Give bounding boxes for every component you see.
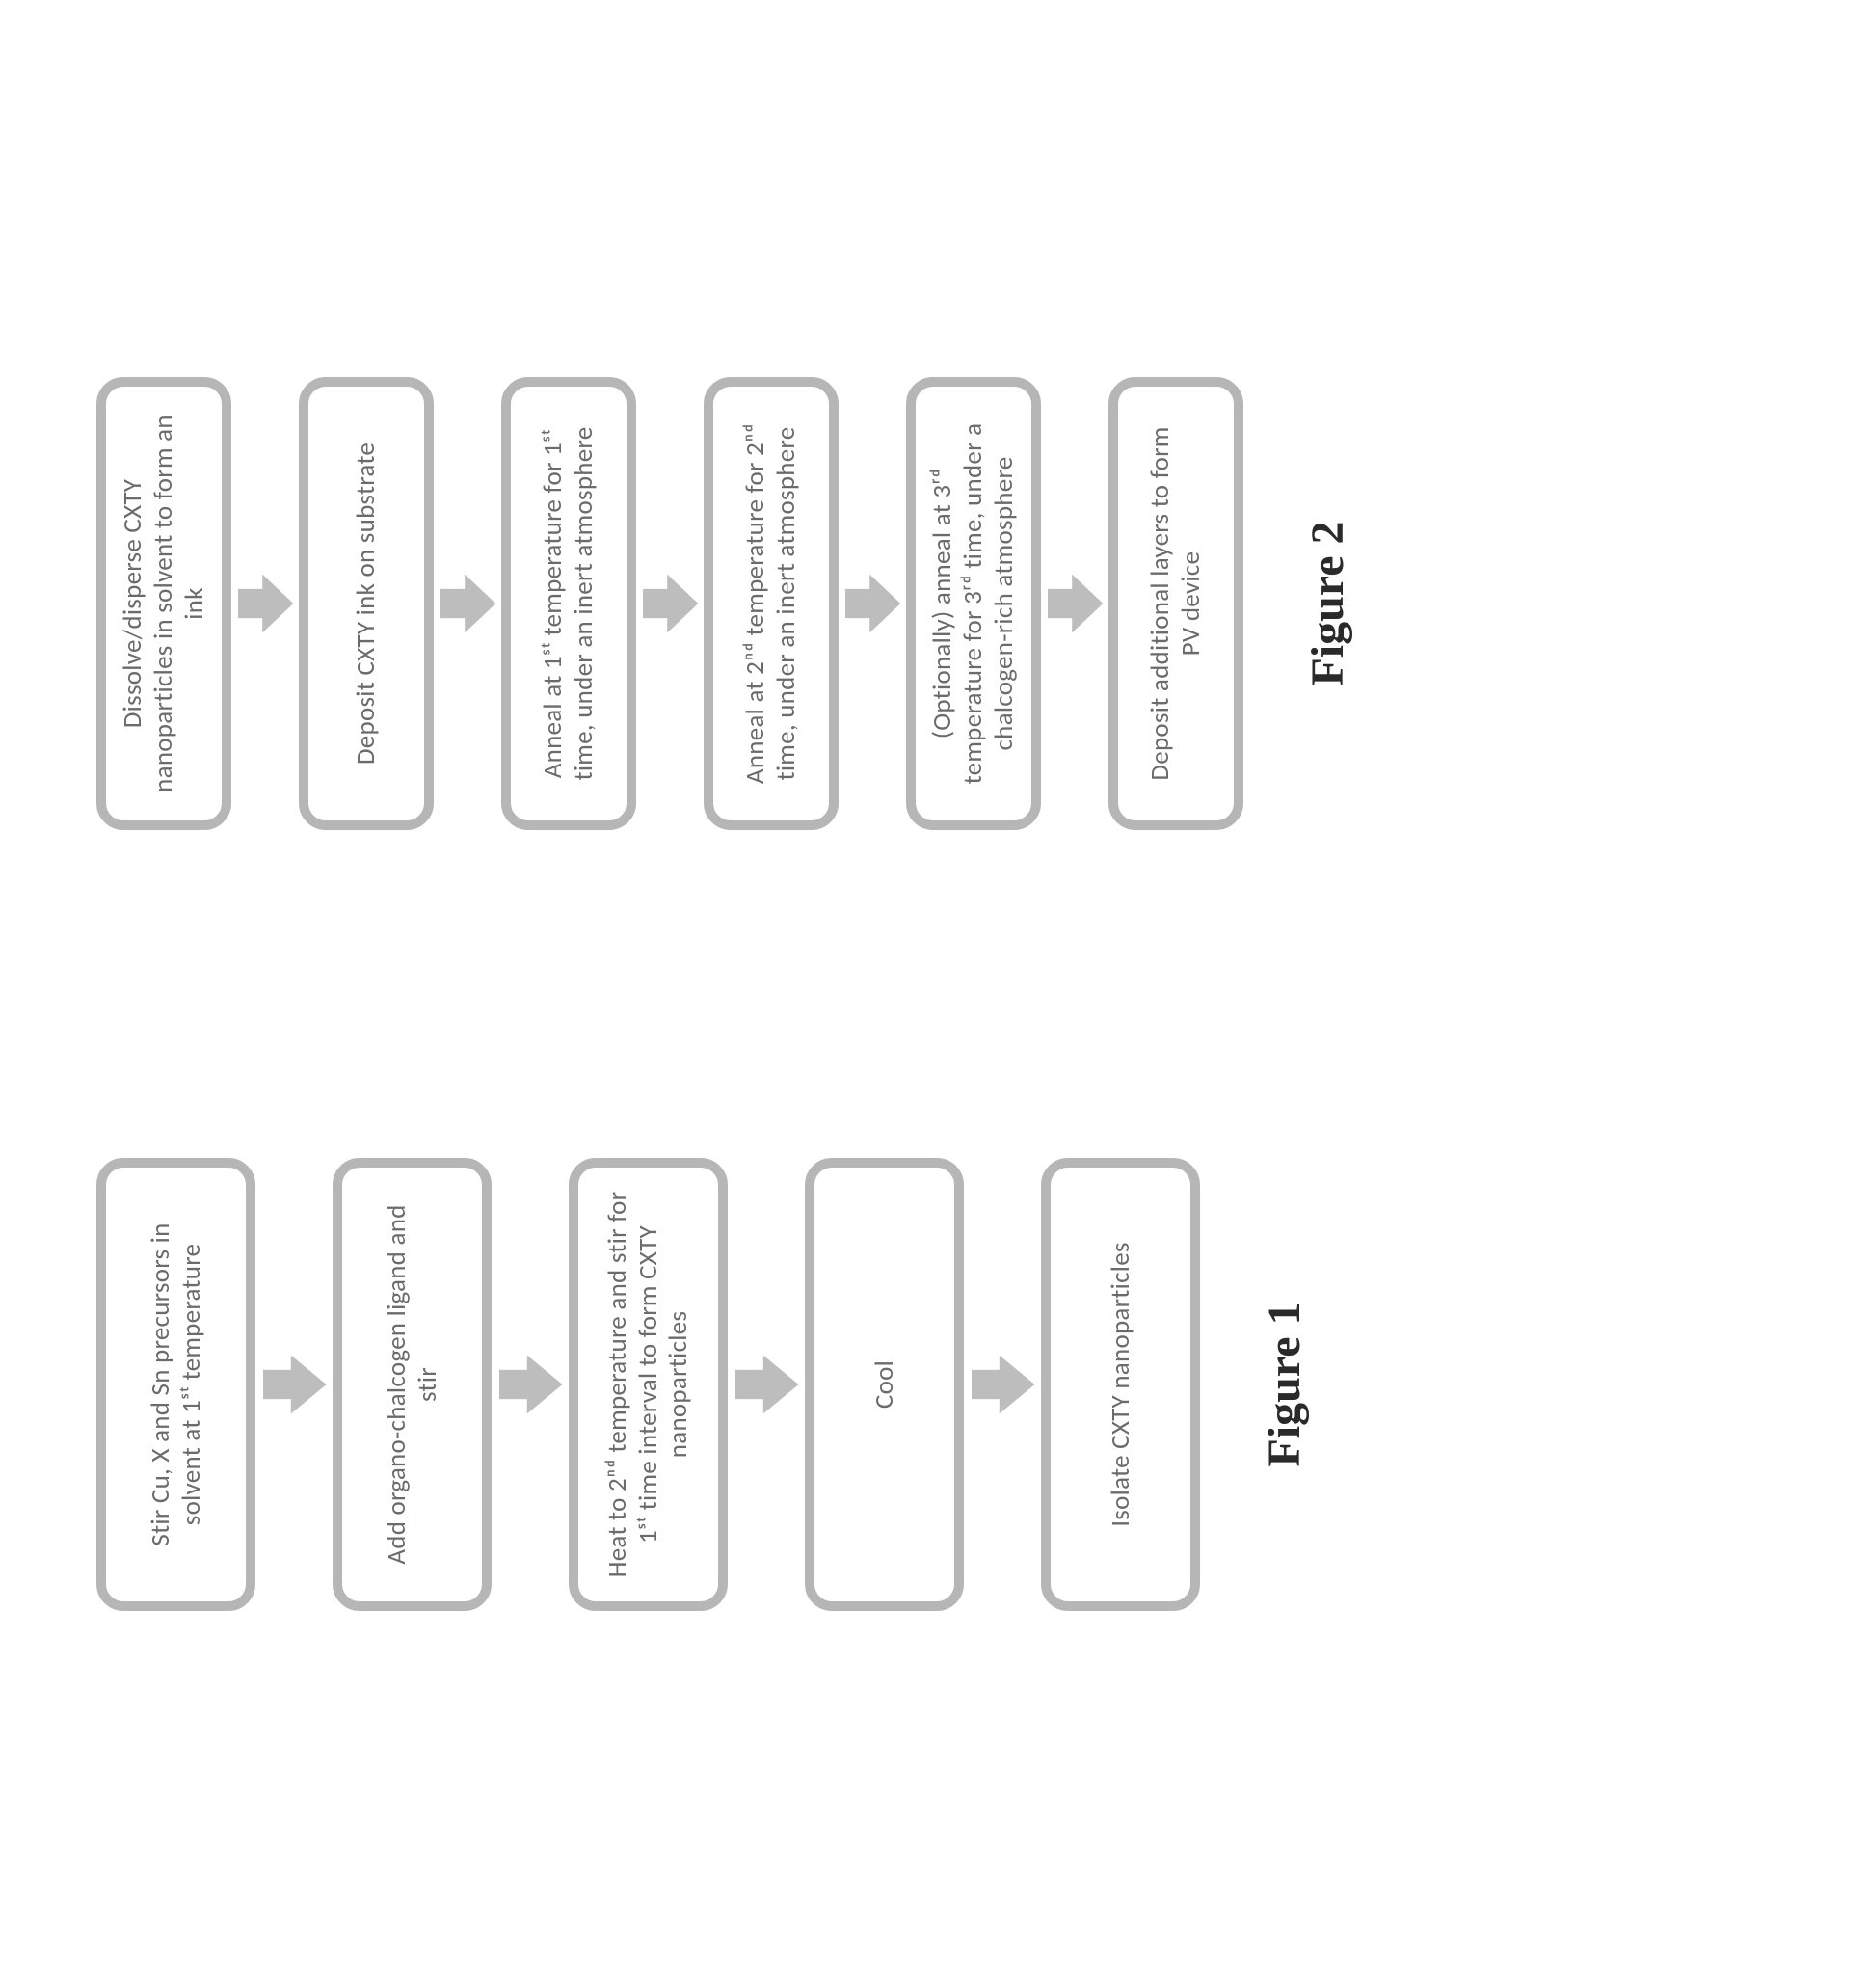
figure-2-node-5: (Optionally) anneal at 3ʳᵈ temperature f… <box>906 377 1041 830</box>
figure-2-node-6: Deposit additional layers to form PV dev… <box>1108 377 1243 830</box>
figure-1-node-1: Stir Cu, X and Sn precursors in solvent … <box>96 1158 255 1611</box>
figure-1-caption: Figure 1 <box>1258 1302 1311 1466</box>
figure-2-node-1: Dissolve/disperse CXTY nanoparticles in … <box>96 377 231 830</box>
figure-2-node-3: Anneal at 1ˢᵗ temperature for 1ˢᵗ time, … <box>501 377 636 830</box>
figure-2-arrow-4 <box>839 572 906 635</box>
figure-2-node-2: Deposit CXTY ink on substrate <box>299 377 434 830</box>
figure-2-arrow-5 <box>1041 572 1108 635</box>
figure-1-arrow-2 <box>492 1353 569 1416</box>
figure-1-arrow-1 <box>255 1353 333 1416</box>
figure-1-node-3: Heat to 2ⁿᵈ temperature and stir for 1ˢᵗ… <box>569 1158 728 1611</box>
figure-1-arrow-4 <box>964 1353 1041 1416</box>
figure-2: Dissolve/disperse CXTY nanoparticles in … <box>96 377 1354 830</box>
figure-2-arrow-1 <box>231 572 299 635</box>
figure-2-caption: Figure 2 <box>1301 521 1354 685</box>
figure-1: Stir Cu, X and Sn precursors in solvent … <box>96 1158 1354 1611</box>
figures-row: Stir Cu, X and Sn precursors in solvent … <box>0 0 1354 1988</box>
figure-1-node-4: Cool <box>805 1158 964 1611</box>
figure-1-node-2: Add organo-chalcogen ligand and stir <box>333 1158 492 1611</box>
figure-1-node-5: Isolate CXTY nanoparticles <box>1041 1158 1200 1611</box>
figure-2-arrow-3 <box>636 572 704 635</box>
figure-2-arrow-2 <box>434 572 501 635</box>
figure-1-arrow-3 <box>728 1353 805 1416</box>
figure-2-node-4: Anneal at 2ⁿᵈ temperature for 2ⁿᵈ time, … <box>704 377 839 830</box>
